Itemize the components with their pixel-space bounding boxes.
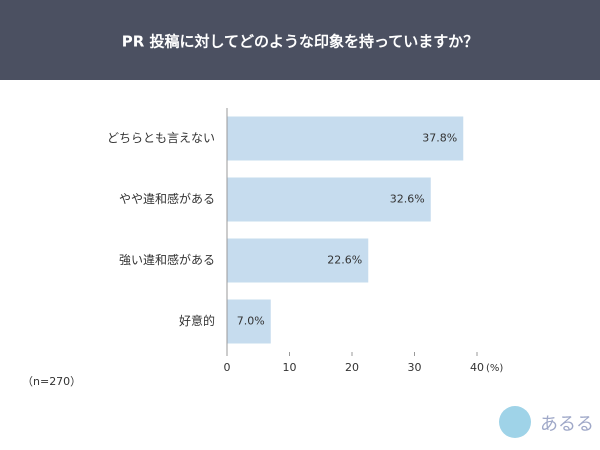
x-axis-unit: (%)	[486, 363, 503, 374]
sample-note: （n=270）	[22, 375, 81, 388]
bar	[227, 177, 431, 222]
header-band	[0, 0, 600, 80]
logo-text: あるる	[540, 414, 594, 435]
value-label: 22.6%	[327, 254, 362, 267]
bar	[227, 238, 369, 283]
y-tick-label: どちらとも言えない	[107, 131, 215, 145]
x-tick-label: 30	[408, 361, 422, 374]
x-tick-label: 20	[345, 361, 359, 374]
y-tick-label: 強い違和感がある	[119, 252, 215, 267]
y-tick-label: やや違和感がある	[119, 191, 215, 206]
value-label: 37.8%	[422, 132, 457, 145]
bar	[227, 299, 271, 344]
x-tick-label: 40	[470, 361, 484, 374]
logo-icon	[499, 406, 531, 438]
x-tick-label: 0	[224, 361, 231, 374]
bar	[227, 116, 464, 161]
chart-title: PR 投稿に対してどのような印象を持っていますか？	[122, 33, 479, 51]
y-tick-label: 好意的	[179, 313, 215, 328]
value-label: 32.6%	[390, 193, 425, 206]
x-tick-label: 10	[283, 361, 297, 374]
value-label: 7.0%	[237, 315, 265, 328]
